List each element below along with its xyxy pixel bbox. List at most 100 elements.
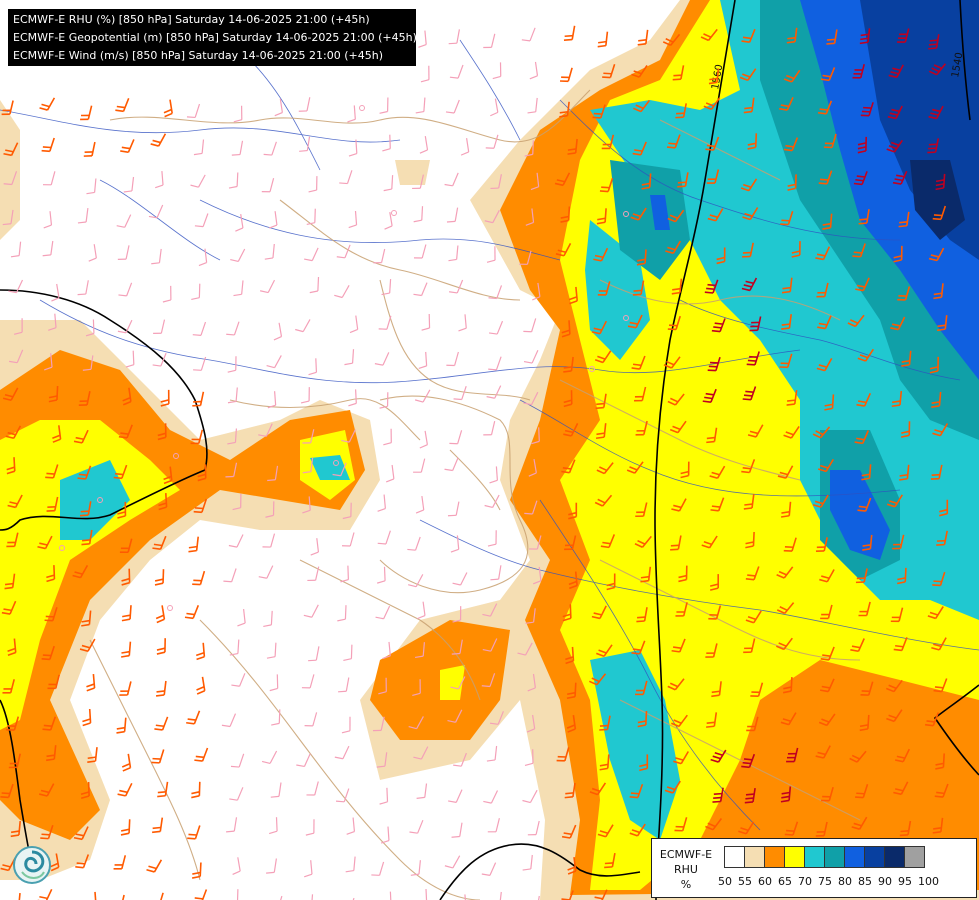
wind-barb bbox=[484, 210, 500, 224]
wind-barb bbox=[348, 897, 355, 900]
wind-barb bbox=[671, 278, 683, 295]
wind-barb bbox=[857, 136, 867, 154]
wind-barb bbox=[447, 709, 463, 723]
wind-barb bbox=[301, 674, 315, 689]
wind-barb bbox=[227, 428, 237, 445]
wind-barb bbox=[188, 536, 199, 553]
wind-barb bbox=[302, 429, 315, 444]
wind-barb bbox=[376, 752, 388, 768]
wind-barb bbox=[559, 101, 570, 118]
wind-barb bbox=[791, 241, 801, 258]
wind-barb bbox=[780, 712, 797, 726]
wind-barb bbox=[937, 315, 948, 332]
wind-barb bbox=[412, 679, 421, 696]
wind-barb bbox=[155, 680, 167, 697]
wind-barb bbox=[261, 750, 278, 764]
wind-barb bbox=[72, 565, 89, 579]
wind-barb bbox=[747, 133, 758, 150]
wind-barb bbox=[595, 423, 607, 440]
wind-barb bbox=[743, 638, 756, 654]
wind-barb bbox=[448, 245, 459, 262]
wind-barb bbox=[154, 716, 169, 731]
wind-barb bbox=[227, 356, 237, 373]
wind-barb bbox=[629, 784, 644, 799]
legend-swatch-90 bbox=[884, 846, 905, 868]
wind-barb bbox=[634, 386, 647, 402]
wind-barb bbox=[113, 464, 128, 480]
wind-barb bbox=[157, 781, 169, 798]
wind-barb bbox=[749, 316, 762, 332]
wind-barb bbox=[710, 749, 727, 763]
wind-barb bbox=[163, 466, 173, 485]
rivers bbox=[0, 39, 979, 831]
wind-barb bbox=[413, 244, 427, 259]
wind-barb bbox=[379, 97, 389, 114]
wind-barb bbox=[631, 355, 646, 370]
wind-barb bbox=[83, 141, 96, 157]
wind-barb bbox=[742, 386, 757, 401]
wind-barb bbox=[532, 566, 542, 585]
wind-barb bbox=[637, 710, 648, 728]
wind-barb bbox=[274, 98, 283, 117]
wind-barb bbox=[377, 494, 386, 512]
wind-barb bbox=[929, 356, 939, 374]
wind-barb bbox=[336, 244, 351, 259]
wind-barb bbox=[527, 97, 538, 114]
wind-barb bbox=[340, 565, 349, 583]
wind-barb bbox=[641, 173, 652, 190]
wind-barb bbox=[563, 390, 573, 408]
wind-barb bbox=[745, 566, 760, 581]
wind-barb bbox=[850, 638, 865, 653]
wind-barb bbox=[228, 172, 239, 189]
wind-barb bbox=[930, 464, 943, 480]
wind-barb bbox=[891, 391, 903, 408]
wind-barb bbox=[927, 606, 944, 620]
wind-barb bbox=[266, 642, 277, 659]
legend-swatch-80 bbox=[844, 846, 865, 868]
wind-barb bbox=[857, 497, 872, 512]
wind-barb bbox=[562, 604, 572, 622]
wind-barb bbox=[7, 494, 23, 509]
wind-barb bbox=[380, 826, 390, 844]
wind-barb bbox=[707, 356, 721, 372]
wind-barb bbox=[489, 711, 504, 725]
wind-barb bbox=[820, 646, 835, 661]
wind-barb bbox=[118, 424, 133, 439]
wind-barb bbox=[675, 103, 687, 119]
wind-barb bbox=[635, 680, 648, 696]
wind-barb bbox=[780, 210, 794, 226]
wind-barb bbox=[73, 429, 89, 444]
legend-swatch-65 bbox=[784, 846, 805, 868]
wind-barb bbox=[310, 894, 314, 900]
wind-barb bbox=[118, 282, 133, 297]
wind-barb bbox=[349, 315, 359, 334]
wind-barb bbox=[712, 787, 724, 803]
wind-barb bbox=[527, 673, 536, 692]
wind-barb bbox=[194, 889, 208, 900]
wind-barb bbox=[191, 862, 202, 879]
wind-barb bbox=[812, 426, 831, 439]
wind-barb bbox=[702, 388, 717, 404]
wind-barb bbox=[115, 98, 130, 113]
wind-barb bbox=[750, 682, 764, 697]
wind-barb bbox=[775, 637, 793, 651]
wind-barb bbox=[627, 314, 643, 329]
wind-barb bbox=[262, 533, 276, 548]
wind-barb bbox=[232, 857, 241, 875]
wind-barb bbox=[779, 353, 793, 369]
rhu-75-area-mid bbox=[610, 160, 690, 280]
wind-barb bbox=[746, 351, 760, 366]
wind-barb bbox=[532, 282, 541, 301]
wind-barb bbox=[665, 240, 681, 255]
wind-barb bbox=[348, 210, 358, 229]
wind-barb bbox=[377, 566, 386, 584]
wind-barb bbox=[152, 817, 164, 834]
wind-barb bbox=[559, 67, 573, 83]
wind-barb bbox=[490, 98, 499, 117]
wind-barb bbox=[374, 352, 390, 366]
wind-barb bbox=[121, 753, 132, 772]
wind-barb bbox=[306, 781, 319, 796]
wind-barb bbox=[79, 501, 92, 517]
wind-barb bbox=[125, 350, 135, 368]
